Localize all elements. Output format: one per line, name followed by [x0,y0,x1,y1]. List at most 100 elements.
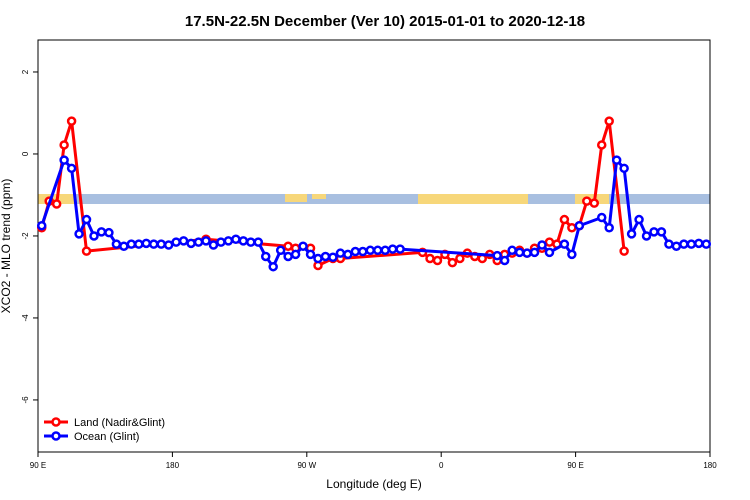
data-point [671,241,682,251]
data-point [499,255,510,266]
data-point [679,239,689,249]
data-point [604,116,614,126]
data-point [611,155,622,165]
data-point [201,236,211,246]
data-point [238,236,249,246]
data-point [163,240,174,250]
data-point [81,214,92,225]
data-point [216,237,226,247]
data-point [313,253,323,264]
data-point [283,241,293,251]
x-tick-label: 180 [703,461,717,470]
y-tick-label: -4 [21,314,30,322]
data-point [567,249,577,260]
data-point [148,239,159,249]
data-point [223,236,234,246]
data-point [507,245,517,256]
data-point [619,246,629,256]
x-tick-label: 0 [439,461,444,470]
data-point [447,257,458,268]
data-point [171,237,181,247]
data-point [380,245,390,256]
data-point [596,212,607,223]
data-point [537,240,547,250]
data-point [432,255,443,266]
data-point [425,253,435,264]
data-point [514,247,525,258]
data-point [66,116,77,126]
data-point [290,249,301,260]
data-point [544,237,555,247]
data-point [619,163,629,174]
data-point [74,229,84,239]
data-point [701,239,712,249]
chart-title: 17.5N-22.5N December (Ver 10) 2015-01-01… [185,13,585,30]
data-point [582,196,592,206]
plot-area: 90 E 180 90 W 0 90 E 180 2 0 -2 -4 -6 Land (Nadir&G… [21,69,717,470]
data-point [529,247,540,258]
data-point [298,241,308,251]
x-tick-label: 90 E [30,461,46,470]
data-point [156,239,166,249]
data-point [544,247,555,258]
data-point [365,245,376,256]
data-point [283,251,293,262]
map-strip [38,194,710,204]
data-point [253,237,264,247]
data-point [104,227,114,238]
data-point [36,220,47,231]
x-tick-label: 90 W [297,461,316,470]
data-point [208,240,219,250]
y-tick-label: 2 [21,69,30,74]
data-point [246,237,256,247]
data-point [260,251,271,262]
data-point [559,214,570,225]
data-point [141,238,152,249]
data-point [589,198,600,208]
data-point [522,248,532,258]
data-point [119,241,129,251]
data-point [372,245,383,256]
data-point [455,253,465,264]
data-point [567,223,577,233]
data-point [193,237,204,247]
data-point [111,239,122,249]
data-point [574,220,585,231]
data-point [492,250,502,261]
data-point [328,252,338,263]
y-tick-label: 0 [21,151,30,156]
data-point [387,244,398,254]
data-point [305,249,316,260]
data-point [96,227,107,237]
x-axis-label: Longitude (deg E) [326,477,421,491]
data-point [626,229,637,239]
data-point [686,239,697,249]
data-point [89,231,99,241]
y-tick-label: -2 [21,232,30,240]
data-point [178,236,189,246]
y-tick-label: -6 [21,396,30,404]
data-point [66,163,77,174]
data-point [559,239,570,249]
data-point [186,238,196,249]
data-point [694,238,704,249]
data-point [604,223,614,233]
y-axis-label: XCO2 - MLO trend (ppm) [0,179,13,314]
data-point [81,246,92,256]
data-point [664,239,674,249]
data-point [59,140,69,150]
data-point [634,214,644,225]
data-point [649,227,659,237]
data-point [231,234,241,244]
data-point [350,246,361,257]
data-point [134,239,144,249]
data-point [358,246,368,257]
data-point [51,199,62,209]
legend-marker [51,431,61,441]
x-tick-label: 180 [166,461,180,470]
data-point [126,239,137,249]
data-point [268,261,278,272]
data-point [395,244,405,254]
data-point [656,227,667,237]
